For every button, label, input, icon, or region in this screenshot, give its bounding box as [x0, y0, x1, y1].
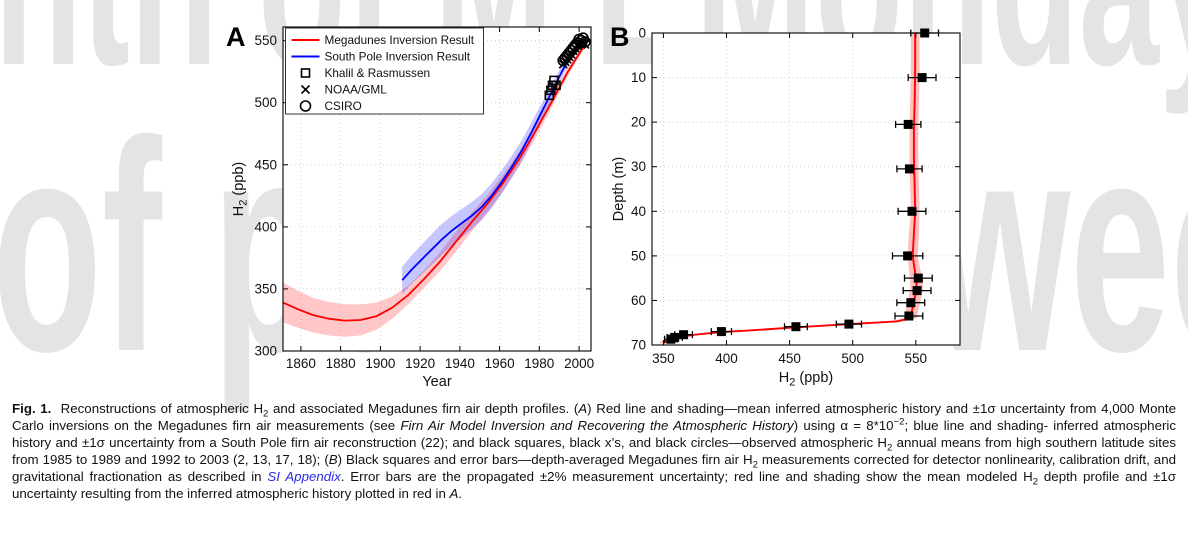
caption-segment: ) Red line and shading—mean inferred atm…	[12, 401, 1176, 433]
caption-segment: 2	[887, 442, 893, 454]
caption-segment: and associated Megadunes firn air depth …	[268, 401, 579, 416]
svg-text:40: 40	[631, 204, 646, 219]
svg-text:70: 70	[631, 338, 646, 353]
caption-segment: ) using α = 8*10	[793, 418, 894, 433]
megadunes-inversion-line	[282, 42, 588, 322]
svg-text:300: 300	[254, 344, 277, 359]
svg-text:1860: 1860	[286, 356, 316, 371]
caption-segment: A	[449, 486, 459, 501]
svg-text:Megadunes Inversion Result: Megadunes Inversion Result	[325, 33, 475, 47]
panel-b: 350 400 450 500 550 0 10 20 30 40 50 60 70 H2 (ppb) De…	[610, 22, 961, 389]
svg-text:1880: 1880	[326, 356, 356, 371]
caption-segment: ) Black squares and error bars—depth-ave…	[337, 452, 753, 467]
panel-b-ylabel: Depth (m)	[611, 157, 627, 221]
svg-text:450: 450	[778, 351, 801, 366]
svg-text:0: 0	[638, 26, 646, 41]
caption-segment: −2	[893, 416, 905, 428]
svg-text:550: 550	[905, 351, 928, 366]
caption-segment: .	[458, 486, 463, 501]
svg-text:450: 450	[254, 157, 277, 172]
svg-text:Depth (m): Depth (m)	[611, 157, 627, 221]
svg-text:10: 10	[631, 70, 646, 85]
svg-text:2000: 2000	[564, 356, 594, 371]
caption-segment: 2	[752, 459, 758, 471]
svg-text:1980: 1980	[524, 356, 554, 371]
panel-a-letter: A	[226, 22, 246, 52]
caption-segment: ; blue line and shading- inferred atmosp…	[12, 418, 1176, 450]
panel-a-legend: Megadunes Inversion Result South Pole Inv…	[285, 27, 484, 115]
scatter-square-markers	[544, 75, 561, 101]
svg-text:H2 (ppb): H2 (ppb)	[779, 370, 834, 389]
caption-segment: B	[328, 452, 338, 467]
si-appendix-link[interactable]: SI Appendix	[267, 469, 341, 484]
panel-a-tick-labels: 1860 1880 1900 1920 1940 1960 1980 2000 300 350 40…	[254, 33, 594, 371]
firn-air-measurements	[663, 28, 940, 344]
caption-segment: annual means from high southern latitude…	[12, 435, 1176, 467]
svg-text:1940: 1940	[445, 356, 475, 371]
figure-caption: Fig. 1. Reconstructions of atmospheric H…	[12, 400, 1176, 502]
svg-text:350: 350	[254, 281, 277, 296]
panel-b-tick-labels: 350 400 450 500 550 0 10 20 30 40 50 60 70	[631, 26, 927, 367]
caption-segment: Firn Air Model Inversion and Recovering …	[400, 418, 794, 433]
panel-a: 1860 1880 1900 1920 1940 1960 1980 2000 300 350 40…	[226, 22, 594, 390]
svg-text:Khalil & Rasmussen: Khalil & Rasmussen	[325, 66, 431, 80]
svg-text:NOAA/GML: NOAA/GML	[325, 83, 388, 97]
south-pole-inversion-line	[401, 45, 578, 281]
svg-text:1900: 1900	[365, 356, 395, 371]
svg-text:1920: 1920	[405, 356, 435, 371]
svg-text:350: 350	[652, 351, 675, 366]
caption-segment: Reconstructions of atmospheric H	[51, 401, 264, 416]
svg-text:50: 50	[631, 248, 646, 263]
caption-segment: 2	[263, 408, 269, 420]
caption-segment: depth profile and ±1σ uncertainty result…	[12, 469, 1176, 501]
svg-text:60: 60	[631, 293, 646, 308]
panel-b-xlabel: H2 (ppb)	[779, 370, 834, 389]
caption-segment: measurements corrected for detector nonl…	[12, 452, 1176, 484]
svg-text:South Pole Inversion Result: South Pole Inversion Result	[325, 50, 471, 64]
svg-text:400: 400	[715, 351, 738, 366]
svg-text:CSIRO: CSIRO	[325, 99, 362, 113]
figure-charts: 1860 1880 1900 1920 1940 1960 1980 200030035040…	[226, 22, 961, 390]
svg-text:500: 500	[841, 351, 864, 366]
svg-text:20: 20	[631, 115, 646, 130]
svg-text:30: 30	[631, 159, 646, 174]
svg-text:550: 550	[254, 33, 277, 48]
caption-segment: A	[578, 401, 588, 416]
svg-text:500: 500	[254, 95, 277, 110]
panel-a-ylabel: H2 (ppb)	[231, 162, 250, 217]
scatter-circle-markers	[557, 32, 591, 67]
caption-segment: . Error bars are the propagated ±2% meas…	[340, 469, 1033, 484]
panel-a-xlabel: Year	[422, 374, 451, 390]
caption-segment: Fig. 1.	[12, 401, 52, 416]
panel-b-letter: B	[610, 22, 630, 52]
svg-text:400: 400	[254, 219, 277, 234]
svg-text:H2 (ppb): H2 (ppb)	[231, 162, 250, 217]
embargo-watermark-mid-right: week	[930, 78, 1188, 414]
svg-text:1960: 1960	[485, 356, 515, 371]
caption-segment: 2	[1032, 476, 1039, 488]
